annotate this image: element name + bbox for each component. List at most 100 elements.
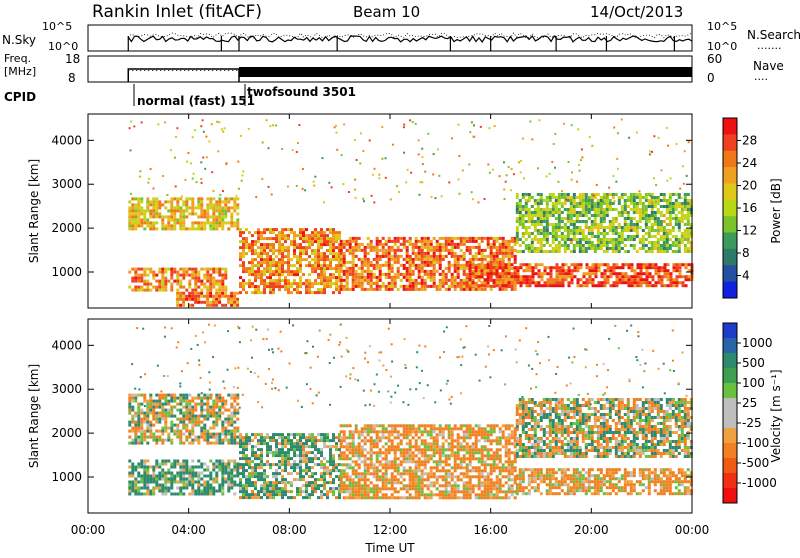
heatmap-cell bbox=[655, 272, 658, 275]
heatmap-cell bbox=[565, 275, 568, 278]
heatmap-cell bbox=[230, 412, 233, 415]
heatmap-cell bbox=[415, 252, 418, 255]
heatmap-cell bbox=[517, 275, 520, 278]
heatmap-cell bbox=[561, 205, 564, 208]
heatmap-cell bbox=[505, 288, 508, 291]
heatmap-cell bbox=[221, 280, 224, 283]
heatmap-cell bbox=[308, 288, 311, 291]
heatmap-cell bbox=[158, 200, 161, 203]
heatmap-cell bbox=[418, 264, 421, 267]
heatmap-cell bbox=[161, 286, 164, 289]
heatmap-cell bbox=[218, 466, 221, 469]
heatmap-cell bbox=[346, 273, 349, 276]
heatmap-cell bbox=[652, 278, 655, 281]
heatmap-cell bbox=[528, 211, 531, 214]
heatmap-cell bbox=[128, 218, 131, 221]
heatmap-cell bbox=[463, 252, 466, 255]
heatmap-cell bbox=[224, 268, 227, 271]
heatmap-cell bbox=[648, 214, 651, 217]
heatmap-cell bbox=[579, 214, 582, 217]
heatmap-cell bbox=[188, 469, 191, 472]
heatmap-cell bbox=[338, 273, 341, 276]
heatmap-cell bbox=[215, 418, 218, 421]
heatmap-cell bbox=[200, 206, 203, 209]
heatmap-cell bbox=[561, 202, 564, 205]
heatmap-cell bbox=[224, 286, 227, 289]
heatmap-cell bbox=[561, 226, 564, 229]
heatmap-cell bbox=[570, 211, 573, 214]
heatmap-cell bbox=[254, 433, 257, 436]
heatmap-cell bbox=[523, 278, 526, 281]
freq-left-tick-top: 18 bbox=[65, 52, 80, 66]
heatmap-cell bbox=[649, 150, 651, 152]
heatmap-cell bbox=[230, 212, 233, 215]
heatmap-cell bbox=[308, 445, 311, 448]
heatmap-cell bbox=[221, 277, 224, 280]
heatmap-cell bbox=[546, 220, 549, 223]
heatmap-cell bbox=[278, 433, 281, 436]
heatmap-cell bbox=[472, 281, 475, 284]
heatmap-cell bbox=[308, 255, 311, 258]
heatmap-cell bbox=[405, 181, 407, 183]
heatmap-cell bbox=[329, 445, 332, 448]
heatmap-cell bbox=[499, 175, 501, 177]
heatmap-cell bbox=[546, 214, 549, 217]
heatmap-cell bbox=[571, 278, 574, 281]
heatmap-cell bbox=[454, 255, 457, 258]
heatmap-cell bbox=[332, 478, 335, 481]
heatmap-cell bbox=[534, 235, 537, 238]
heatmap-cell bbox=[161, 203, 164, 206]
heatmap-cell bbox=[140, 493, 143, 496]
heatmap-cell bbox=[648, 226, 651, 229]
heatmap-cell bbox=[418, 153, 420, 155]
heatmap-cell bbox=[424, 270, 427, 273]
heatmap-cell bbox=[565, 269, 568, 272]
heatmap-cell bbox=[202, 119, 204, 121]
heatmap-cell bbox=[600, 241, 603, 244]
heatmap-cell bbox=[487, 240, 490, 243]
heatmap-cell bbox=[424, 171, 426, 173]
heatmap-cell bbox=[230, 292, 233, 295]
heatmap-cell bbox=[185, 406, 188, 409]
heatmap-cell bbox=[185, 209, 188, 212]
heatmap-cell bbox=[278, 258, 281, 261]
heatmap-cell bbox=[278, 237, 281, 240]
heatmap-cell bbox=[281, 279, 284, 282]
heatmap-cell bbox=[260, 484, 263, 487]
heatmap-cell bbox=[191, 415, 194, 418]
heatmap-cell bbox=[206, 442, 209, 445]
heatmap-cell bbox=[275, 255, 278, 258]
heatmap-cell bbox=[191, 493, 194, 496]
heatmap-cell bbox=[539, 119, 541, 121]
heatmap-cell bbox=[585, 214, 588, 217]
heatmap-cell bbox=[466, 237, 469, 240]
heatmap-cell bbox=[472, 288, 475, 291]
heatmap-cell bbox=[547, 266, 550, 269]
heatmap-cell bbox=[299, 246, 302, 249]
heatmap-cell bbox=[281, 270, 284, 273]
heatmap-cell bbox=[349, 249, 352, 252]
heatmap-cell bbox=[499, 284, 502, 287]
heatmap-cell bbox=[152, 203, 155, 206]
heatmap-cell bbox=[681, 232, 684, 235]
heatmap-cell bbox=[364, 472, 367, 475]
heatmap-cell bbox=[149, 400, 152, 403]
heatmap-cell bbox=[460, 237, 463, 240]
heatmap-cell bbox=[263, 439, 266, 442]
heatmap-cell bbox=[627, 235, 630, 238]
heatmap-cell bbox=[355, 279, 358, 282]
heatmap-cell bbox=[385, 252, 388, 255]
heatmap-cell bbox=[580, 263, 583, 266]
heatmap-cell bbox=[573, 220, 576, 223]
heatmap-cell bbox=[682, 165, 684, 167]
heatmap-cell bbox=[191, 200, 194, 203]
heatmap-cell bbox=[657, 211, 660, 214]
heatmap-cell bbox=[128, 430, 131, 433]
heatmap-cell bbox=[152, 466, 155, 469]
heatmap-cell bbox=[537, 220, 540, 223]
heatmap-cell bbox=[167, 439, 170, 442]
heatmap-cell bbox=[173, 424, 176, 427]
heatmap-cell bbox=[376, 258, 379, 261]
heatmap-cell bbox=[263, 261, 266, 264]
heatmap-cell bbox=[499, 252, 502, 255]
